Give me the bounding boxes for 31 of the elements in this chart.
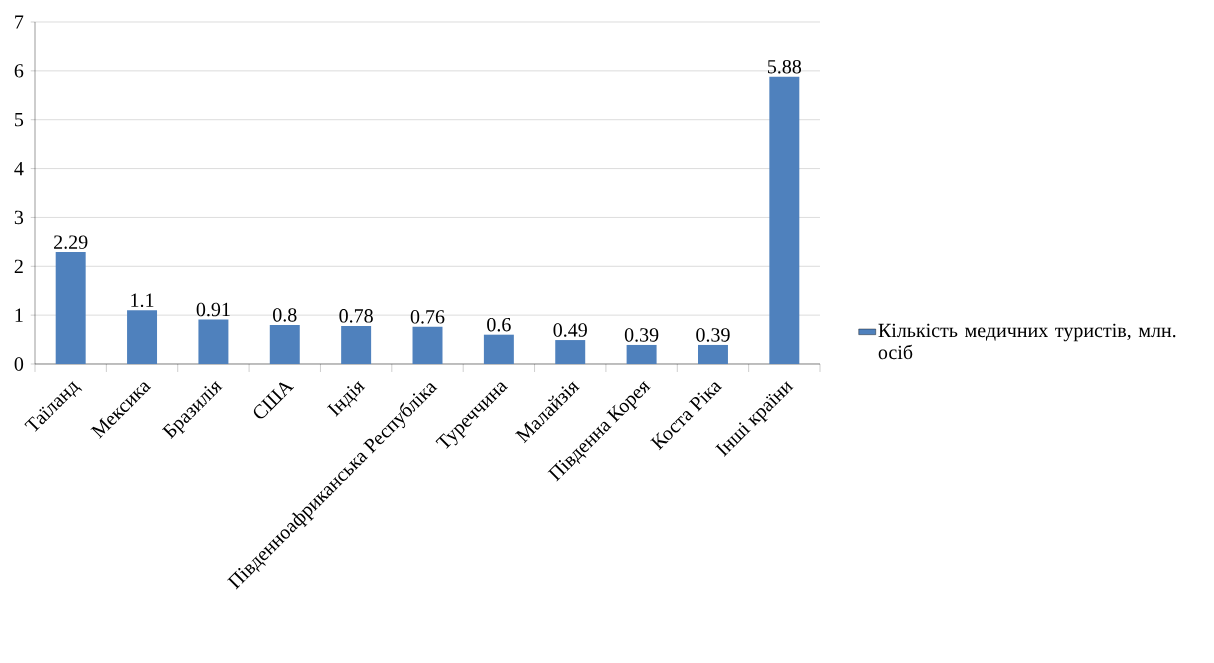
- data-label: 0.8: [273, 308, 297, 322]
- y-tick-label: 0: [14, 357, 24, 371]
- data-label: 0.49: [553, 323, 587, 337]
- y-tick-label: 4: [14, 161, 24, 176]
- data-label: 1.1: [131, 293, 154, 308]
- data-label: 0.39: [624, 328, 659, 342]
- bar: [697, 344, 728, 364]
- bar: [626, 344, 657, 364]
- bar: [55, 252, 86, 364]
- bar: [769, 76, 800, 364]
- y-tick-label: 5: [15, 113, 24, 127]
- bar: [412, 326, 443, 364]
- bar: [483, 334, 514, 364]
- data-label: 0.76: [410, 310, 445, 324]
- data-label: 0.78: [339, 309, 373, 323]
- bar: [269, 324, 300, 364]
- y-tick-label: 2: [14, 259, 23, 273]
- y-tick-label: 1: [15, 308, 23, 322]
- data-label: 2.29: [54, 235, 88, 249]
- y-tick-label: 6: [14, 64, 24, 78]
- bar: [198, 319, 229, 364]
- data-label: 0.6: [487, 317, 511, 332]
- bar: [341, 325, 372, 364]
- bar: [127, 310, 158, 364]
- y-tick-label: 3: [14, 210, 24, 225]
- data-label: 0.39: [696, 328, 730, 342]
- legend-label: Кількість медичних туристів, млн. осіб: [878, 323, 1176, 360]
- data-label: 0.91: [196, 302, 230, 317]
- y-tick-label: 7: [15, 15, 24, 29]
- data-label: 5.88: [767, 59, 802, 74]
- bar: [555, 340, 586, 364]
